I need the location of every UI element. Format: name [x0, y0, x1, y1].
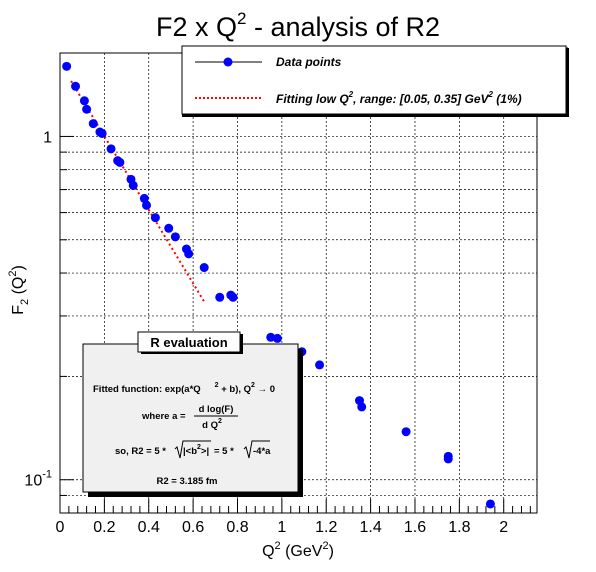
data-point: [315, 360, 325, 370]
data-point: [82, 104, 92, 114]
data-point: [164, 223, 174, 233]
annotation-frac-numerator: d log(F): [199, 404, 234, 415]
data-point: [443, 454, 453, 464]
data-point: [71, 81, 81, 91]
y-axis-label: F2 (Q2): [7, 265, 31, 315]
data-points: [62, 61, 495, 509]
x-axis-ticks: [59, 499, 531, 513]
legend-label-data: Data points: [276, 55, 342, 69]
legend: Data points Fitting low Q2, range: [0.05…: [181, 45, 569, 117]
data-point: [79, 96, 89, 106]
data-point: [272, 333, 282, 343]
data-point: [150, 213, 160, 223]
legend-label-fit: Fitting low Q2, range: [0.05, 0.35] GeV2…: [276, 90, 522, 106]
annotation-root-2: -4*a: [253, 446, 271, 457]
data-point: [215, 292, 225, 302]
annotation-frac-denominator: d Q2: [202, 418, 222, 431]
annotation-panel: [82, 343, 299, 493]
x-tick-label: 0.4: [138, 519, 160, 536]
data-point: [228, 292, 238, 302]
data-point: [97, 128, 107, 138]
legend-shadow-right: [566, 48, 569, 117]
annotation-title: R evaluation: [150, 335, 227, 350]
x-tick-label: 2: [499, 519, 508, 536]
legend-shadow-bottom: [182, 114, 566, 117]
data-point: [139, 193, 149, 203]
data-point: [170, 232, 180, 242]
sqrt-sign-2: [243, 440, 270, 459]
y-tick-label: 10-1: [24, 469, 52, 490]
data-point: [199, 263, 209, 273]
data-point: [128, 180, 138, 190]
data-point: [266, 332, 276, 342]
x-tick-label: 1: [277, 519, 286, 536]
legend-marker-data: [223, 57, 233, 67]
y-tick-label: 1: [43, 129, 52, 146]
x-tick-label: 0.8: [226, 519, 248, 536]
x-tick-label: 0.6: [182, 519, 204, 536]
x-tick-label: 0: [56, 519, 65, 536]
data-point: [401, 427, 411, 437]
annotation-root-1: |<b2>|: [183, 444, 209, 457]
x-tick-label: 1.2: [315, 519, 337, 536]
annotation-where: where a =: [141, 411, 186, 422]
x-axis-label: Q2 (GeV2): [262, 540, 334, 560]
y-axis-tick-labels: 10-1 1: [24, 129, 52, 489]
x-tick-label: 1.4: [359, 519, 381, 536]
x-axis-tick-labels: 0 0.2 0.4 0.6 0.8 1 1.2 1.4 1.6 1.8 2: [56, 519, 509, 536]
annotation-result: R2 = 3.185 fm: [157, 476, 218, 487]
x-tick-label: 0.2: [93, 519, 115, 536]
data-point: [88, 119, 98, 129]
sqrt-sign-1: [174, 440, 211, 459]
data-point: [106, 144, 116, 154]
data-point: [62, 61, 72, 71]
data-point: [357, 402, 367, 412]
annotation-so-prefix: so, R2 = 5 *: [115, 446, 166, 457]
annotation-so-eq: = 5 *: [214, 446, 234, 457]
data-point: [485, 499, 495, 509]
chart-title: F2 x Q2 - analysis of R2: [156, 9, 440, 42]
data-point: [142, 200, 152, 210]
y-axis-ticks: [60, 135, 74, 514]
x-tick-label: 1.8: [448, 519, 470, 536]
data-point: [115, 157, 125, 167]
annotation-box: R evaluation Fitted function: exp(a*Q 2 +…: [82, 331, 303, 497]
annotation-line-function: Fitted function: exp(a*Q 2 + b), Q2 → 0: [93, 382, 275, 395]
data-point: [184, 249, 194, 259]
x-tick-label: 1.6: [404, 519, 426, 536]
annotation-title-box: [137, 331, 241, 353]
